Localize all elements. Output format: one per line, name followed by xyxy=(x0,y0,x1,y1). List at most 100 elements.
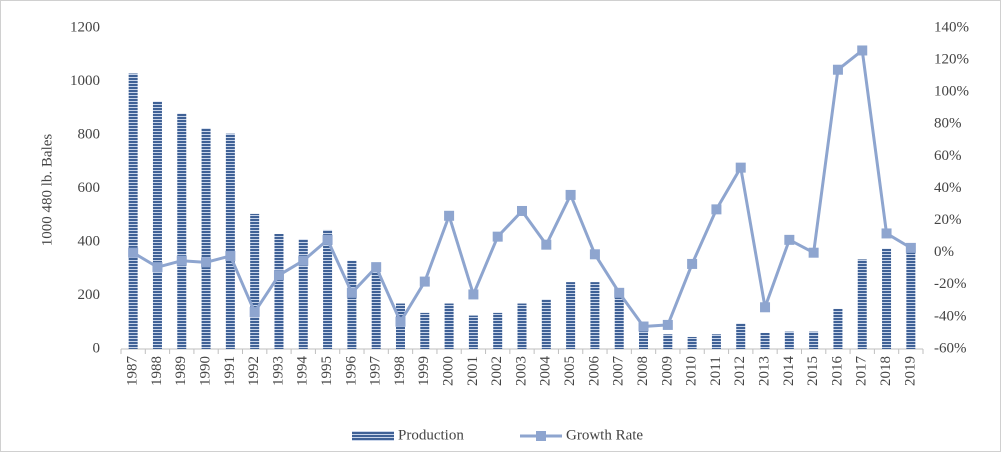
marker xyxy=(517,205,527,216)
bar xyxy=(444,303,454,349)
x-tick-label: 1994 xyxy=(295,356,311,387)
marker xyxy=(225,250,236,261)
y2-tick-label: -40% xyxy=(934,308,967,324)
y-tick-label: 600 xyxy=(78,180,101,196)
y2-tick-label: 20% xyxy=(934,212,962,228)
marker xyxy=(711,204,722,215)
x-tick-label: 2007 xyxy=(611,356,627,387)
bar xyxy=(566,282,576,349)
x-tick-label: 1990 xyxy=(197,356,213,386)
x-tick-label: 1991 xyxy=(222,356,238,386)
x-tick-label: 2008 xyxy=(635,356,651,386)
marker xyxy=(468,289,479,300)
x-tick-label: 2014 xyxy=(781,356,797,387)
legend-item: Growth Rate xyxy=(520,427,643,443)
x-tick-label: 1988 xyxy=(149,356,165,386)
bar xyxy=(906,246,916,349)
x-tick-label: 2018 xyxy=(878,356,894,386)
bar xyxy=(152,101,162,349)
y-axis-label: 1000 480 lb. Bales xyxy=(39,134,55,247)
x-tick-label: 2011 xyxy=(708,356,724,385)
bar xyxy=(809,331,819,349)
bar xyxy=(128,73,138,349)
x-tick-label: 1992 xyxy=(246,356,262,386)
bar xyxy=(420,312,430,349)
marker xyxy=(128,247,139,258)
x-tick-label: 1989 xyxy=(173,356,189,386)
y2-tick-label: 40% xyxy=(934,180,962,196)
x-tick-label: 1987 xyxy=(125,356,141,387)
bar xyxy=(274,233,284,349)
y-tick-label: 1200 xyxy=(70,19,100,35)
x-tick-label: 1996 xyxy=(343,356,359,387)
x-tick-label: 2013 xyxy=(756,356,772,386)
bar xyxy=(517,303,527,349)
bar xyxy=(298,239,308,349)
bar xyxy=(687,336,697,349)
y2-tick-label: 100% xyxy=(934,84,969,100)
bar xyxy=(639,327,649,349)
marker xyxy=(419,276,430,287)
y-tick-label: 200 xyxy=(78,287,101,303)
x-tick-label: 2016 xyxy=(829,356,845,387)
y2-tick-label: 140% xyxy=(934,19,969,35)
legend-swatch xyxy=(352,431,394,441)
marker xyxy=(614,287,625,298)
bar xyxy=(614,290,624,349)
bar xyxy=(760,332,770,349)
legend-label: Growth Rate xyxy=(566,427,643,443)
x-tick-label: 2004 xyxy=(538,356,554,387)
x-tick-label: 1995 xyxy=(319,356,335,386)
marker xyxy=(735,162,746,173)
x-tick-label: 2019 xyxy=(902,356,918,386)
bar xyxy=(323,229,333,349)
bar xyxy=(177,113,187,349)
marker xyxy=(687,258,698,269)
marker xyxy=(808,247,819,258)
legend-label: Production xyxy=(398,427,464,443)
bar xyxy=(736,323,746,349)
marker xyxy=(371,262,382,273)
y-tick-label: 800 xyxy=(78,126,101,142)
y-tick-label: 0 xyxy=(93,340,101,356)
bar xyxy=(371,271,381,349)
x-tick-label: 2017 xyxy=(854,356,870,387)
marker xyxy=(249,307,260,318)
bar xyxy=(347,260,357,349)
bar xyxy=(833,308,843,349)
marker xyxy=(662,319,673,330)
x-tick-label: 2010 xyxy=(684,356,700,386)
bar xyxy=(541,299,551,349)
marker xyxy=(492,231,503,242)
y-tick-label: 400 xyxy=(78,233,101,249)
legend-item: Production xyxy=(352,427,464,443)
x-tick-label: 2005 xyxy=(562,356,578,386)
marker xyxy=(565,189,576,200)
marker xyxy=(760,302,771,313)
bar xyxy=(857,259,867,349)
marker xyxy=(201,257,212,268)
y2-tick-label: -20% xyxy=(934,276,967,292)
y2-tick-label: 0% xyxy=(934,244,954,260)
x-tick-label: 1998 xyxy=(392,356,408,386)
y2-tick-label: -60% xyxy=(934,340,967,356)
marker xyxy=(638,321,649,332)
marker xyxy=(346,287,357,298)
y2-tick-label: 80% xyxy=(934,116,962,132)
marker xyxy=(176,255,187,266)
x-tick-label: 2012 xyxy=(732,356,748,386)
bar xyxy=(590,282,600,349)
marker xyxy=(541,239,552,250)
x-tick-label: 2015 xyxy=(805,356,821,386)
marker xyxy=(589,249,600,260)
bar xyxy=(784,331,794,349)
x-tick-label: 1993 xyxy=(270,356,286,386)
y2-tick-label: 120% xyxy=(934,52,969,68)
bar xyxy=(201,128,211,349)
bar xyxy=(711,334,721,349)
bar xyxy=(250,213,260,349)
bar xyxy=(663,334,673,349)
bar xyxy=(493,312,503,349)
